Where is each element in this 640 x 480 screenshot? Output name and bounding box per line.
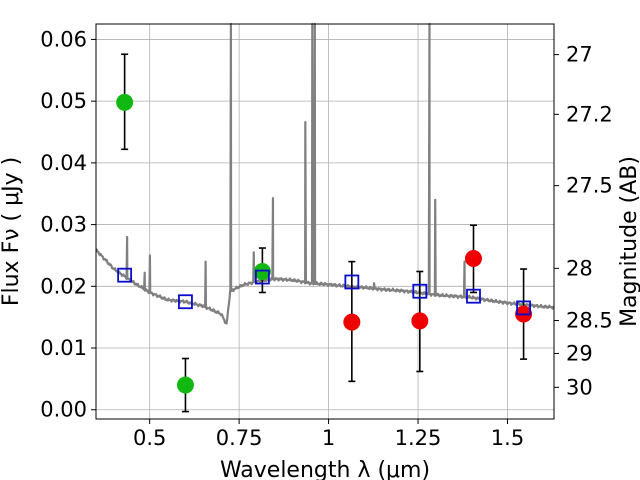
data-markers bbox=[116, 93, 533, 394]
x-axis-label: Wavelength λ (μm) bbox=[220, 458, 430, 480]
y-tick-label: 0.04 bbox=[40, 151, 87, 175]
red-data-point bbox=[411, 312, 429, 330]
error-bars bbox=[121, 53, 528, 413]
model-point-square bbox=[516, 300, 531, 316]
green-data-point bbox=[176, 376, 194, 394]
x-tick-label: 1.25 bbox=[395, 426, 442, 450]
model-point-square bbox=[178, 294, 193, 310]
x-tick-label: 1.5 bbox=[491, 426, 524, 450]
right-tick-label: 28.5 bbox=[566, 309, 613, 333]
green-data-point bbox=[253, 262, 271, 280]
right-tick-label: 28 bbox=[566, 256, 593, 280]
plot-frame bbox=[95, 23, 555, 420]
model-point-square bbox=[344, 274, 360, 290]
right-tick-label: 27.2 bbox=[566, 102, 613, 126]
right-tick-label: 27.5 bbox=[566, 174, 613, 198]
right-axis-label: Magnitude (AB) bbox=[617, 156, 640, 327]
right-tick-label: 30 bbox=[566, 375, 593, 399]
model-point-square bbox=[117, 267, 133, 283]
right-tick-label: 29 bbox=[566, 341, 593, 365]
x-tick-label: 1 bbox=[322, 426, 335, 450]
right-tick-label: 27 bbox=[566, 43, 593, 67]
x-tick-label: 0.75 bbox=[216, 426, 263, 450]
x-tick-label: 0.5 bbox=[133, 426, 166, 450]
green-data-point bbox=[116, 93, 134, 111]
y-tick-label: 0.00 bbox=[40, 398, 87, 422]
y-tick-label: 0.01 bbox=[40, 336, 87, 360]
grid bbox=[96, 24, 554, 419]
y-tick-label: 0.02 bbox=[40, 274, 87, 298]
y-tick-label: 0.03 bbox=[40, 213, 87, 237]
y-tick-label: 0.06 bbox=[40, 27, 87, 51]
model-point-square bbox=[412, 283, 428, 299]
red-data-point bbox=[464, 250, 482, 268]
model-point-square bbox=[466, 288, 481, 304]
ticks: 0.5 0.75 1 1.25 1.5 0.00 0.01 0.02 0.03 0.04 0.05 0… bbox=[40, 27, 613, 450]
red-data-point bbox=[343, 313, 361, 331]
y-tick-label: 0.05 bbox=[40, 89, 87, 113]
template-spectrum bbox=[95, 22, 555, 325]
template-spectrum-line bbox=[95, 22, 555, 325]
model-point-square bbox=[254, 269, 270, 285]
y-axis-label: Flux Fν ( μJy ) bbox=[0, 157, 24, 306]
